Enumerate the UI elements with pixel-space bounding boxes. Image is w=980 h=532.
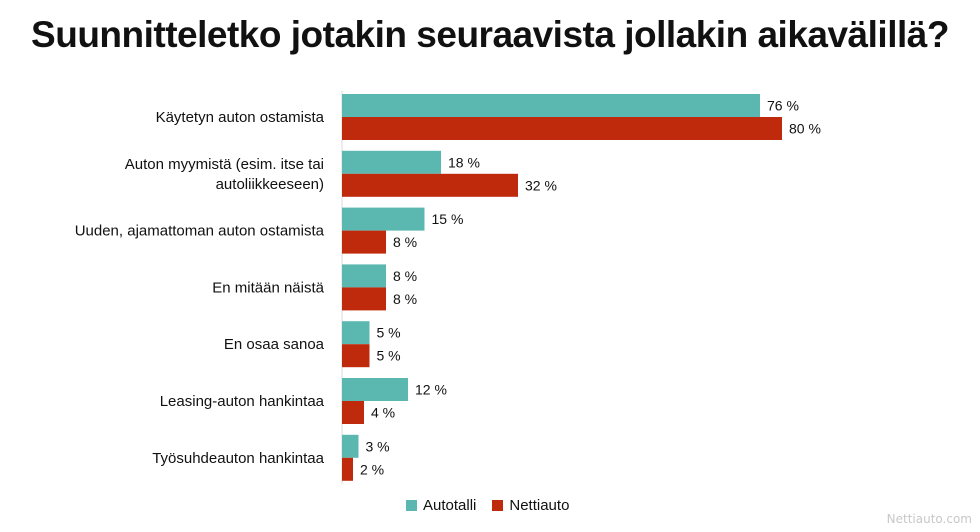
- category-label: Käytetyn auton ostamista: [156, 109, 325, 126]
- data-label-autotalli: 15 %: [432, 211, 464, 227]
- legend-swatch-nettiauto: [492, 500, 504, 511]
- bar-nettiauto: [342, 117, 782, 140]
- data-label-nettiauto: 4 %: [371, 405, 395, 421]
- data-label-nettiauto: 32 %: [525, 177, 557, 193]
- data-label-autotalli: 76 %: [767, 98, 799, 114]
- data-label-autotalli: 12 %: [415, 382, 447, 398]
- bar-nettiauto: [342, 457, 353, 481]
- bar-autotalli: [342, 434, 359, 458]
- bar-autotalli: [342, 378, 408, 401]
- bar-autotalli: [342, 94, 760, 117]
- data-label-autotalli: 3 %: [366, 438, 390, 454]
- category-label: Uuden, ajamattoman auton ostamista: [75, 223, 325, 240]
- legend-swatch-autotalli: [406, 500, 417, 511]
- data-label-nettiauto: 5 %: [377, 348, 401, 364]
- category-label: Työsuhdeauton hankintaa: [152, 450, 324, 467]
- watermark: Nettiauto.com: [886, 512, 972, 526]
- legend: Autotalli Nettiauto: [406, 497, 585, 514]
- data-label-nettiauto: 2 %: [360, 461, 384, 477]
- category-label: Auton myymistä (esim. itse tai autoliikke…: [125, 156, 324, 193]
- bar-nettiauto: [342, 173, 518, 197]
- bar-autotalli: [342, 150, 441, 174]
- category-label: En osaa sanoa: [224, 336, 325, 353]
- legend-item-nettiauto: Nettiauto: [492, 497, 569, 514]
- legend-label-autotalli: Autotalli: [423, 497, 477, 514]
- legend-item-autotalli: Autotalli: [406, 497, 476, 514]
- bar-nettiauto: [342, 344, 370, 368]
- bar-nettiauto: [342, 401, 364, 424]
- data-label-nettiauto: 80 %: [789, 121, 821, 137]
- bar-autotalli: [342, 207, 425, 231]
- bar-autotalli: [342, 321, 370, 345]
- legend-label-nettiauto: Nettiauto: [509, 497, 570, 514]
- bar-autotalli: [342, 264, 386, 288]
- data-label-autotalli: 18 %: [448, 154, 480, 170]
- data-label-autotalli: 8 %: [393, 268, 417, 284]
- data-label-nettiauto: 8 %: [393, 234, 417, 250]
- category-label: En mitään näistä: [212, 279, 324, 296]
- chart-title: Suunnitteletko jotakin seuraavista jolla…: [31, 14, 949, 55]
- data-label-nettiauto: 8 %: [393, 291, 417, 307]
- category-label: Leasing-auton hankintaa: [160, 393, 325, 410]
- data-label-autotalli: 5 %: [377, 325, 401, 341]
- bar-nettiauto: [342, 230, 386, 254]
- bar-nettiauto: [342, 287, 386, 311]
